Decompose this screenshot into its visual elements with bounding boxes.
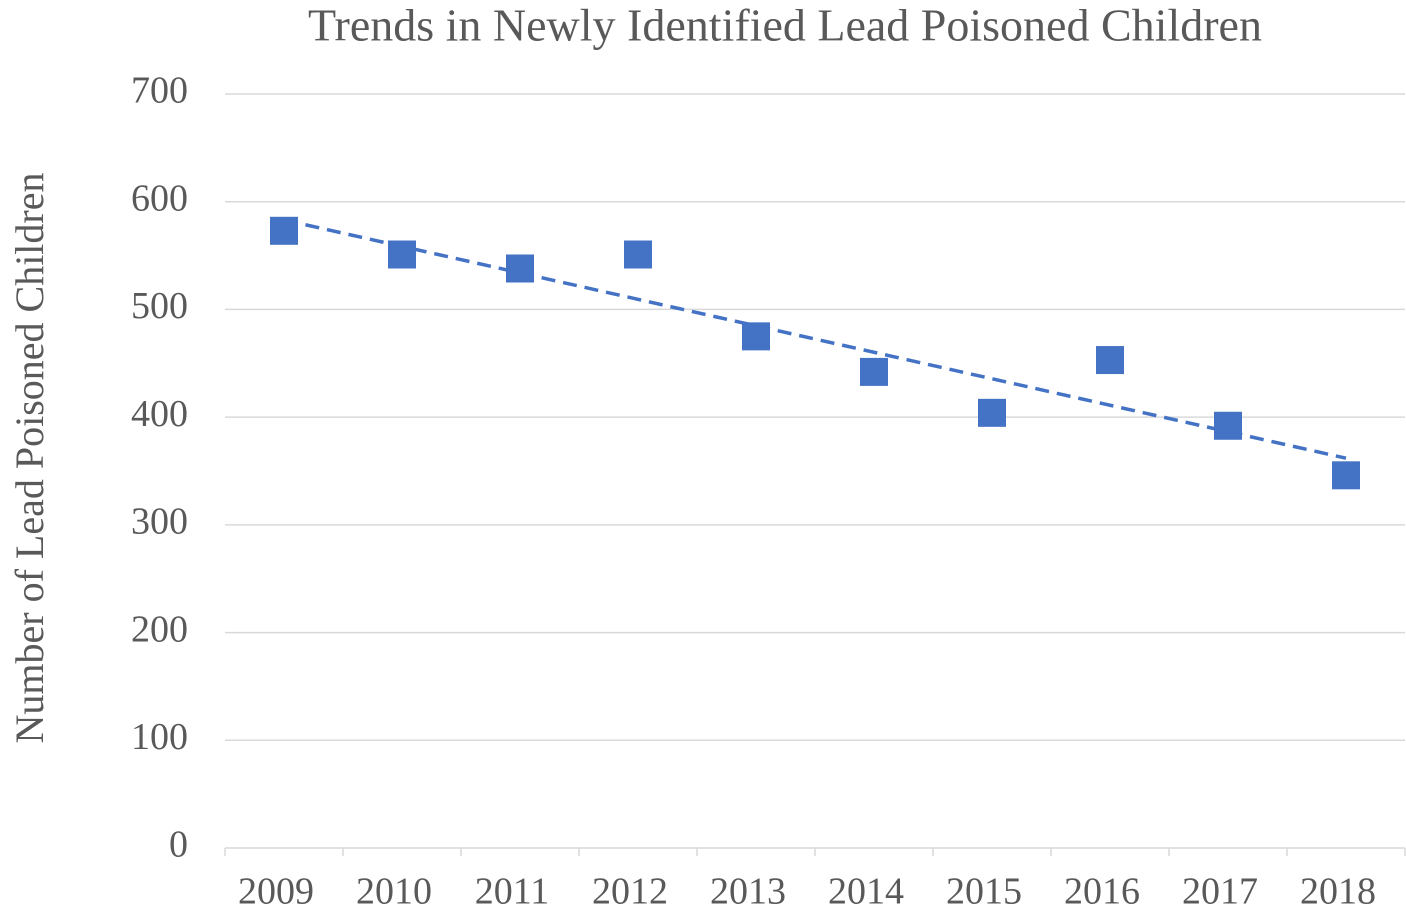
marker: [860, 357, 888, 386]
trendline: [283, 218, 1347, 460]
marker: [1214, 411, 1242, 440]
x-tick-label: 2014: [828, 871, 904, 913]
marker: [270, 216, 298, 245]
marker: [1096, 346, 1124, 375]
y-tick-label: 100: [131, 716, 188, 758]
x-tick-label: 2015: [946, 871, 1022, 913]
x-tick-label: 2011: [475, 871, 550, 913]
x-tick-label: 2016: [1064, 871, 1140, 913]
y-axis-label: Number of Lead Poisoned Children: [7, 173, 52, 744]
y-tick-label: 700: [131, 70, 188, 112]
x-tick-label: 2012: [592, 871, 668, 913]
y-tick-label: 600: [131, 177, 188, 219]
chart-title: Trends in Newly Identified Lead Poisoned…: [308, 0, 1262, 51]
marker: [388, 240, 416, 269]
marker: [624, 240, 652, 269]
y-tick-label: 300: [131, 501, 188, 543]
marker: [742, 322, 770, 351]
marker: [506, 254, 534, 283]
y-tick-label: 500: [131, 285, 188, 327]
x-tick-label: 2013: [710, 871, 786, 913]
y-tick-label: 0: [169, 824, 188, 866]
x-tick-label: 2009: [238, 871, 314, 913]
y-tick-label: 400: [131, 393, 188, 435]
x-tick-label: 2018: [1300, 871, 1376, 913]
marker: [1332, 461, 1360, 490]
y-tick-label: 200: [131, 608, 188, 650]
x-tick-label: 2010: [356, 871, 432, 913]
x-tick-label: 2017: [1182, 871, 1258, 913]
marker: [978, 398, 1006, 427]
